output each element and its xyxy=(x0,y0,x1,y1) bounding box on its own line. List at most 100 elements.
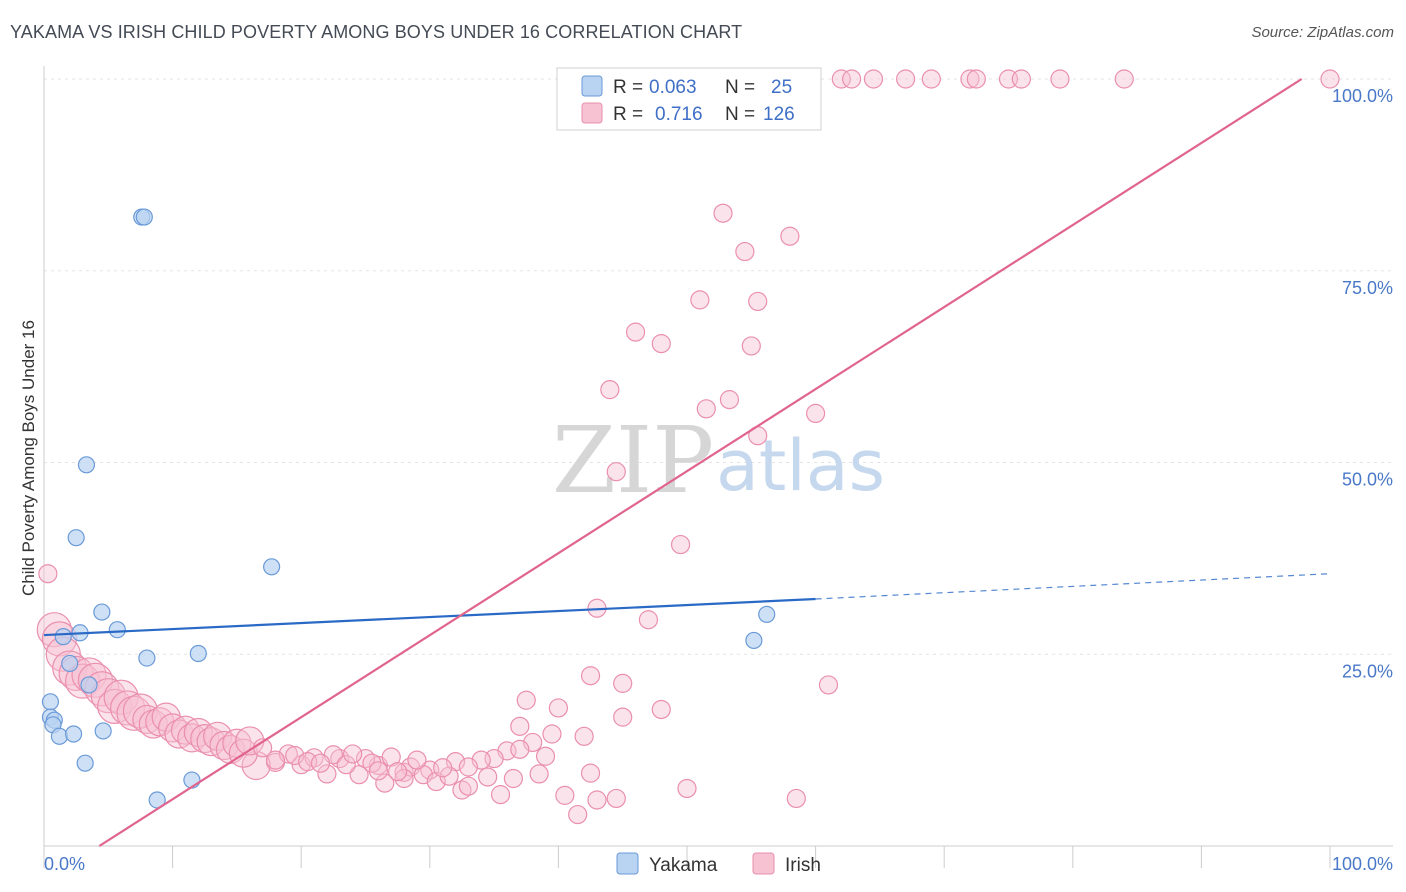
yakama-point-23 xyxy=(745,631,763,650)
legend-swatch-yakama xyxy=(581,75,603,97)
irish-point-69 xyxy=(529,764,549,784)
irish-point-125 xyxy=(510,739,530,759)
irish-point-91 xyxy=(97,688,133,725)
watermark-atlas: atlas xyxy=(716,425,885,507)
y-tick-label-50: 50.0% xyxy=(1342,470,1393,490)
irish-point-31 xyxy=(580,666,601,686)
stats-legend: R = 0.063 N = 25 R = 0.716 N = 126 xyxy=(556,67,822,131)
irish-point-66 xyxy=(478,767,498,787)
irish-point-124 xyxy=(433,758,453,778)
yakama-point-3 xyxy=(67,529,85,547)
legend-r-label-irish: R = xyxy=(613,104,643,125)
irish-point-48 xyxy=(394,762,414,782)
irish-point-40 xyxy=(574,726,594,746)
irish-point-77 xyxy=(375,773,395,793)
irish-point-122 xyxy=(388,762,408,782)
irish-point-1 xyxy=(831,69,851,89)
y-tick-labels: 25.0% 50.0% 75.0% 100.0% xyxy=(1332,86,1393,681)
irish-point-10 xyxy=(1050,69,1070,89)
irish-point-20 xyxy=(741,336,761,356)
irish-point-80 xyxy=(38,564,58,584)
irish-point-51 xyxy=(317,764,337,784)
watermark-zip: ZIP xyxy=(552,407,714,514)
irish-point-118 xyxy=(336,755,356,775)
irish-point-75 xyxy=(677,778,697,799)
yakama-point-13 xyxy=(41,693,60,711)
irish-point-33 xyxy=(516,690,536,710)
irish-point-37 xyxy=(510,716,530,736)
yakama-point-1 xyxy=(135,208,153,226)
irish-point-79 xyxy=(458,776,478,796)
irish-point-23 xyxy=(696,399,716,419)
irish-point-119 xyxy=(343,744,363,764)
chart-title: YAKAMA VS IRISH CHILD POVERTY AMONG BOYS… xyxy=(10,22,743,42)
legend-swatch-irish xyxy=(581,102,603,124)
irish-point-32 xyxy=(613,673,633,693)
legend-n-yakama: 25 xyxy=(771,77,792,98)
y-tick-label-100: 100.0% xyxy=(1332,86,1393,106)
yakama-trend-extension xyxy=(815,573,1331,600)
irish-trend-line xyxy=(98,78,1303,847)
irish-point-70 xyxy=(555,785,575,805)
irish-point-76 xyxy=(786,788,806,809)
irish-point-30 xyxy=(818,675,839,695)
irish-point-14 xyxy=(735,241,755,262)
irish-point-16 xyxy=(690,290,710,310)
yakama-point-9 xyxy=(189,644,207,663)
y-axis-label: Child Poverty Among Boys Under 16 xyxy=(19,320,38,596)
yakama-point-20 xyxy=(76,754,94,772)
bottom-swatch-irish xyxy=(752,852,775,875)
irish-point-27 xyxy=(670,534,691,555)
bottom-label-irish: Irish xyxy=(785,855,821,876)
irish-point-17 xyxy=(748,291,768,312)
yakama-point-11 xyxy=(61,654,79,673)
irish-point-121 xyxy=(368,761,388,781)
yakama-points xyxy=(41,208,776,809)
irish-point-73 xyxy=(587,790,607,810)
legend-r-irish: 0.716 xyxy=(655,104,703,125)
watermark: ZIP atlas xyxy=(552,407,885,514)
irish-point-46 xyxy=(458,757,478,777)
irish-point-90 xyxy=(90,678,126,714)
irish-point-15 xyxy=(780,226,800,246)
irish-point-120 xyxy=(362,753,382,773)
irish-point-74 xyxy=(606,788,626,809)
y-tick-label-25: 25.0% xyxy=(1342,661,1393,681)
irish-point-3 xyxy=(863,69,884,89)
irish-point-11 xyxy=(1114,69,1134,89)
y-tick-label-75: 75.0% xyxy=(1342,278,1393,298)
irish-point-4 xyxy=(896,69,916,89)
yakama-point-2 xyxy=(77,456,96,474)
irish-point-36 xyxy=(613,707,633,727)
legend-r-label-yakama: R = xyxy=(613,77,643,98)
yakama-point-18 xyxy=(64,725,83,743)
yakama-point-8 xyxy=(54,628,72,646)
irish-point-117 xyxy=(310,753,331,773)
irish-point-71 xyxy=(568,804,588,825)
irish-point-93 xyxy=(109,690,146,726)
x-tick-label-0: 0.0% xyxy=(44,854,85,874)
grid-lines xyxy=(44,78,1393,655)
yakama-point-10 xyxy=(138,649,156,667)
irish-point-123 xyxy=(407,750,427,770)
irish-point-68 xyxy=(503,768,523,789)
yakama-point-12 xyxy=(80,676,98,694)
legend-r-yakama: 0.063 xyxy=(649,77,697,98)
irish-point-35 xyxy=(651,699,671,720)
irish-point-21 xyxy=(600,380,620,400)
yakama-point-5 xyxy=(93,603,111,621)
yakama-point-19 xyxy=(94,722,112,740)
irish-point-24 xyxy=(805,403,826,424)
yakama-point-6 xyxy=(108,621,126,639)
yakama-trend-line xyxy=(43,597,816,637)
irish-point-39 xyxy=(542,724,562,744)
irish-point-55 xyxy=(241,750,271,781)
bottom-label-yakama: Yakama xyxy=(649,855,718,876)
irish-point-34 xyxy=(548,698,569,718)
irish-point-18 xyxy=(625,322,646,342)
source-label: Source: ZipAtlas.com xyxy=(1251,24,1394,41)
irish-point-22 xyxy=(719,390,740,410)
irish-point-5 xyxy=(921,69,941,89)
trend-lines xyxy=(43,78,1331,847)
